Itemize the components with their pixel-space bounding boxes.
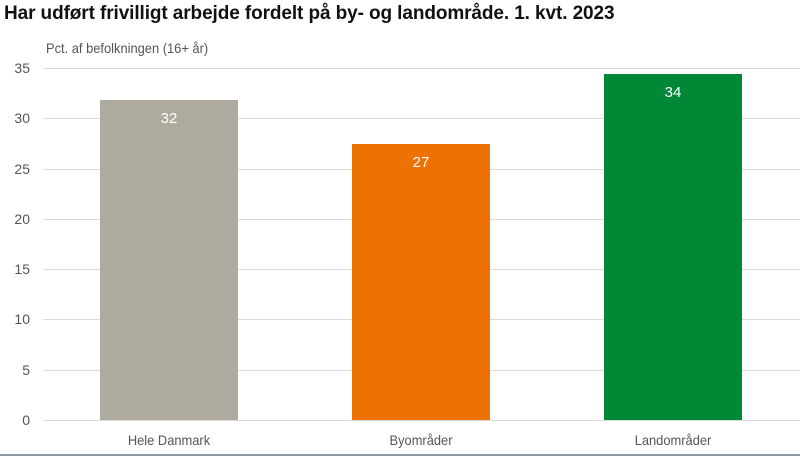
- gridline: [43, 118, 800, 119]
- gridline: [43, 68, 800, 69]
- bar: 32: [100, 100, 238, 420]
- y-tick-label: 20: [14, 211, 30, 227]
- bottom-border: [0, 454, 800, 456]
- bar-value-label: 27: [412, 154, 430, 171]
- chart-title: Har udført frivilligt arbejde fordelt på…: [4, 3, 615, 24]
- y-axis-label: Pct. af befolkningen (16+ år): [46, 40, 209, 56]
- bar: 27: [352, 144, 490, 420]
- y-tick-label: 30: [14, 110, 30, 126]
- y-tick-label: 10: [14, 311, 30, 327]
- y-tick-label: 25: [14, 161, 30, 177]
- x-tick-label: Hele Danmark: [127, 432, 211, 448]
- gridline: [43, 420, 800, 421]
- x-tick-label: Landområder: [634, 432, 712, 448]
- y-tick-label: 35: [14, 60, 30, 76]
- y-tick-label: 0: [22, 412, 30, 428]
- y-tick-label: 15: [14, 261, 30, 277]
- bar-value-label: 34: [664, 84, 682, 101]
- bar-value-label: 32: [160, 110, 178, 127]
- x-tick-label: Byområder: [389, 432, 453, 448]
- y-tick-label: 5: [22, 362, 30, 378]
- bar: 34: [604, 74, 742, 420]
